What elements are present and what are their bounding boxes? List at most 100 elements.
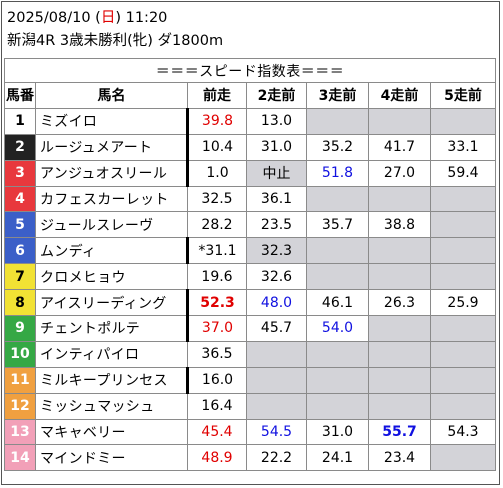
speed-index-cell xyxy=(368,185,431,213)
col-header-5th: 5走前 xyxy=(430,82,496,109)
speed-index-cell: 19.6 xyxy=(187,263,247,291)
speed-index-cell xyxy=(430,366,496,394)
table-row: 11 ミルキープリンセス 16.0 xyxy=(4,366,496,394)
speed-index-cell: 59.4 xyxy=(430,159,496,187)
speed-index-cell xyxy=(306,263,369,291)
speed-index-cell xyxy=(368,315,431,342)
speed-index-cell: 22.2 xyxy=(246,444,307,472)
horse-name: ムンディ xyxy=(35,237,189,265)
speed-index-cell xyxy=(306,340,369,368)
speed-index-cell: 16.4 xyxy=(187,392,247,420)
speed-index-cell: 54.5 xyxy=(246,418,307,446)
horse-number: 2 xyxy=(4,133,36,161)
speed-index-cell xyxy=(306,237,369,265)
speed-index-cell: 37.0 xyxy=(187,315,247,342)
table-row: 1 ミズイロ 39.8 13.0 xyxy=(4,107,496,135)
col-header-2nd: 2走前 xyxy=(246,82,307,109)
col-header-name: 馬名 xyxy=(35,82,188,109)
horse-name: ジュールスレーヴ xyxy=(35,211,188,239)
time-text: ) 11:20 xyxy=(115,10,168,26)
speed-index-cell: 38.8 xyxy=(368,211,431,239)
speed-index-cell: 26.3 xyxy=(368,289,431,317)
speed-index-cell: 25.9 xyxy=(430,289,496,317)
speed-index-cell: 45.7 xyxy=(246,315,307,342)
speed-index-cell: 39.8 xyxy=(187,107,247,135)
horse-name: ミッシュマッシュ xyxy=(35,392,188,420)
speed-index-cell: 28.2 xyxy=(187,211,247,239)
table-row: 3 アンジュオスリール 1.0 中止 51.8 27.0 59.4 xyxy=(4,159,496,187)
speed-index-cell xyxy=(430,237,496,265)
horse-name: ルージュメアート xyxy=(35,133,189,161)
speed-index-cell: 31.0 xyxy=(306,418,369,446)
speed-index-cell: 48.0 xyxy=(246,289,307,317)
horse-name: クロメヒョウ xyxy=(35,263,188,291)
horse-name: マキャベリー xyxy=(35,418,188,446)
horse-number: 12 xyxy=(4,392,36,420)
speed-index-cell xyxy=(430,315,496,342)
speed-index-cell: 33.1 xyxy=(430,133,496,161)
speed-index-cell: 51.8 xyxy=(306,159,369,187)
speed-index-cell xyxy=(246,392,307,420)
speed-index-cell: 中止 xyxy=(246,159,307,187)
horse-number: 4 xyxy=(4,185,36,213)
horse-name: ミズイロ xyxy=(35,107,189,135)
speed-index-cell xyxy=(306,392,369,420)
table-header-row: 馬番 馬名 前走 2走前 3走前 4走前 5走前 xyxy=(4,82,496,109)
speed-index-cell: 48.9 xyxy=(187,444,247,472)
speed-index-cell xyxy=(430,211,496,239)
horse-name: マインドミー xyxy=(35,444,188,472)
speed-index-cell: 27.0 xyxy=(368,159,431,187)
horse-number: 6 xyxy=(4,237,36,265)
speed-index-cell: 45.4 xyxy=(187,418,247,446)
speed-index-cell xyxy=(246,366,307,394)
horse-name: カフェスカーレット xyxy=(35,185,188,213)
speed-index-cell: 32.5 xyxy=(187,185,247,213)
speed-index-cell: 54.0 xyxy=(306,315,369,342)
speed-index-cell xyxy=(306,107,369,135)
table-row: 13 マキャベリー 45.4 54.5 31.0 55.7 54.3 xyxy=(4,418,496,446)
horse-number: 7 xyxy=(4,263,36,291)
horse-number: 14 xyxy=(4,444,36,472)
speed-index-cell xyxy=(306,185,369,213)
speed-index-cell: *31.1 xyxy=(187,237,247,265)
table-row: 14 マインドミー 48.9 22.2 24.1 23.4 xyxy=(4,444,496,472)
table-row: 12 ミッシュマッシュ 16.4 xyxy=(4,392,496,420)
speed-index-cell xyxy=(368,340,431,368)
horse-number: 3 xyxy=(4,159,36,187)
horse-name: インティパイロ xyxy=(35,340,188,368)
speed-index-cell xyxy=(430,340,496,368)
speed-index-cell xyxy=(430,185,496,213)
horse-name: チェントポルテ xyxy=(35,315,189,342)
horse-name: ミルキープリンセス xyxy=(35,366,189,394)
speed-index-cell: 36.5 xyxy=(187,340,247,368)
speed-index-cell: 16.0 xyxy=(187,366,247,394)
speed-index-cell xyxy=(430,392,496,420)
race-datetime: 2025/08/10 (日) 11:20 xyxy=(7,8,167,28)
speed-index-cell: 35.7 xyxy=(306,211,369,239)
speed-index-table: ＝＝＝スピード指数表＝＝＝ 馬番 馬名 前走 2走前 3走前 4走前 5走前 1… xyxy=(4,58,496,472)
horse-number: 9 xyxy=(4,315,36,342)
speed-index-cell: 54.3 xyxy=(430,418,496,446)
speed-index-cell xyxy=(430,107,496,135)
speed-index-cell: 41.7 xyxy=(368,133,431,161)
horse-number: 8 xyxy=(4,289,36,317)
speed-index-cell: 32.6 xyxy=(246,263,307,291)
table-row: 10 インティパイロ 36.5 xyxy=(4,340,496,368)
horse-number: 10 xyxy=(4,340,36,368)
speed-index-cell: 10.4 xyxy=(187,133,247,161)
speed-index-cell: 52.3 xyxy=(187,289,247,317)
speed-index-cell: 1.0 xyxy=(187,159,247,187)
speed-index-cell: 35.2 xyxy=(306,133,369,161)
col-header-number: 馬番 xyxy=(4,82,36,109)
speed-index-cell xyxy=(430,263,496,291)
speed-index-cell xyxy=(306,366,369,394)
table-row: 9 チェントポルテ 37.0 45.7 54.0 xyxy=(4,315,496,342)
horse-number: 13 xyxy=(4,418,36,446)
horse-number: 1 xyxy=(4,107,36,135)
speed-index-cell: 36.1 xyxy=(246,185,307,213)
speed-index-cell xyxy=(368,392,431,420)
speed-index-cell: 31.0 xyxy=(246,133,307,161)
table-title: ＝＝＝スピード指数表＝＝＝ xyxy=(4,58,496,83)
table-row: 6 ムンディ *31.1 32.3 xyxy=(4,237,496,265)
table-row: 2 ルージュメアート 10.4 31.0 35.2 41.7 33.1 xyxy=(4,133,496,161)
